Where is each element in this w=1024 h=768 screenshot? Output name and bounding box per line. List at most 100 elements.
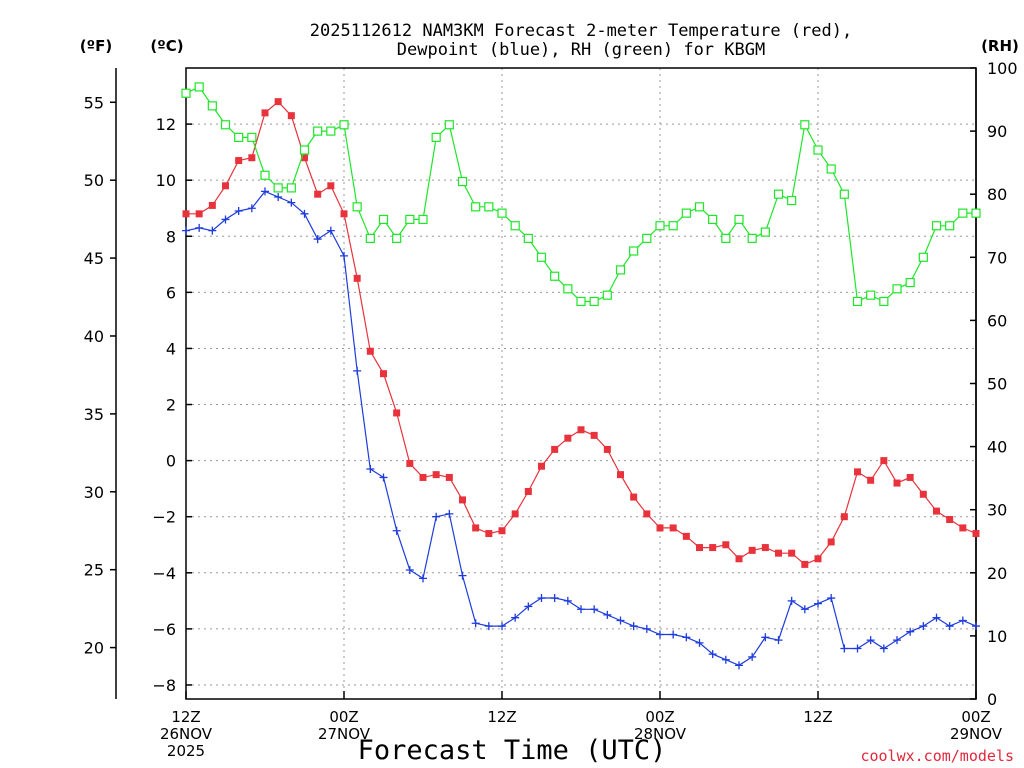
rh-point	[471, 202, 481, 212]
2-meter-temperature-point	[827, 538, 835, 546]
fahrenheit-tick-label: 30	[84, 483, 104, 502]
2-meter-temperature-point	[735, 555, 743, 563]
2-meter-temperature-point	[656, 524, 664, 532]
rh-tick-label: 40	[987, 438, 1007, 457]
fahrenheit-tick-label: 40	[84, 327, 104, 346]
rh-point	[378, 214, 389, 225]
celsius-tick-label: 12	[156, 115, 176, 134]
2-meter-temperature-line	[186, 100, 977, 566]
2-meter-temperature-point	[261, 109, 269, 117]
dewpoint-point	[234, 207, 243, 216]
dewpoint-point	[563, 596, 572, 605]
rh-point	[405, 214, 415, 225]
2-meter-temperature-point	[959, 524, 967, 532]
rh-point	[299, 145, 310, 155]
dewpoint-point	[419, 574, 427, 583]
grid-lines	[186, 68, 976, 699]
dewpoint-point	[866, 636, 875, 645]
rh-point	[181, 88, 191, 98]
dewpoint-point	[313, 235, 322, 244]
dewpoint-point	[827, 594, 836, 603]
dewpoint-point	[247, 204, 256, 213]
2-meter-temperature-point	[906, 473, 914, 481]
rh-tick-label: 10	[987, 627, 1007, 646]
2-meter-temperature-point	[761, 544, 769, 552]
rh-point	[800, 120, 810, 130]
2-meter-temperature-point	[327, 182, 335, 190]
rh-point	[668, 221, 678, 231]
celsius-tick-label: −8	[152, 676, 176, 695]
celsius-tick-label: −2	[152, 508, 176, 527]
dewpoint-point	[853, 644, 862, 653]
dewpoint-point	[445, 509, 454, 518]
rh-point	[576, 296, 586, 307]
x-tick-label: 00Z	[961, 708, 990, 726]
2-meter-temperature-point	[314, 190, 322, 198]
rh-point	[326, 126, 336, 136]
x-tick-label: 00Z	[645, 708, 674, 726]
rh-point	[615, 265, 626, 275]
2-meter-temperature-point	[617, 471, 624, 479]
2-meter-temperature-point	[485, 530, 493, 538]
2-meter-temperature-point	[577, 426, 585, 434]
dewpoint-point	[537, 594, 546, 603]
2-meter-temperature-point	[419, 473, 427, 481]
x-tick-label: 26NOV	[160, 725, 213, 743]
dewpoint-point	[682, 633, 691, 642]
dewpoint-point	[972, 622, 980, 631]
dewpoint-point	[182, 226, 190, 235]
2-meter-temperature-point	[524, 487, 532, 495]
2-meter-temperature-point	[709, 544, 717, 552]
dewpoint-point	[261, 187, 269, 196]
rh-point	[313, 126, 323, 136]
x-tick-label: 28NOV	[634, 725, 687, 743]
rh-point	[194, 82, 204, 92]
x-tick-label: 29NOV	[950, 725, 1003, 743]
2-meter-temperature-point	[867, 476, 875, 484]
2-meter-temperature-point	[393, 409, 401, 417]
dewpoint-point	[195, 223, 204, 232]
rh-point	[694, 202, 705, 212]
2-meter-temperature-point	[498, 527, 506, 535]
dewpoint-point	[432, 512, 441, 521]
rh-tick-label: 0	[987, 690, 997, 709]
celsius-unit-label: (ºC)	[150, 37, 183, 55]
rh-point	[220, 120, 231, 130]
dewpoint-point	[919, 622, 928, 631]
celsius-tick-label: 2	[166, 396, 176, 415]
dewpoint-point	[932, 613, 941, 622]
2-meter-temperature-point	[538, 462, 545, 470]
chart-title: 2025112612 NAM3KM Forecast 2-meter Tempe…	[310, 21, 852, 41]
2-meter-temperature-point	[274, 98, 282, 106]
dewpoint-point	[484, 622, 493, 631]
dewpoint-point	[524, 602, 533, 611]
dewpoint-point	[800, 605, 809, 614]
dewpoint-point	[326, 226, 335, 235]
fahrenheit-tick-label: 55	[84, 93, 104, 112]
dewpoint-point	[708, 650, 717, 659]
rh-point	[852, 296, 863, 307]
2-meter-temperature-point	[748, 546, 756, 554]
x-tick-label: 12Z	[803, 708, 832, 726]
rh-point	[905, 277, 915, 288]
dewpoint-point	[603, 610, 612, 619]
fahrenheit-unit-label: (ºF)	[80, 37, 112, 55]
rh-point	[721, 233, 731, 243]
rh-point	[444, 120, 454, 130]
rh-point	[787, 195, 797, 206]
dewpoint-point	[893, 636, 901, 645]
2-meter-temperature-point	[840, 513, 848, 521]
dewpoint-point	[787, 596, 796, 605]
rh-point	[642, 233, 652, 243]
rh-point	[655, 221, 665, 231]
dewpoint-point	[353, 366, 362, 375]
2-meter-temperature-point	[406, 459, 414, 467]
x-tick-label: 00Z	[329, 708, 358, 726]
celsius-tick-label: 6	[166, 283, 176, 302]
dewpoint-point	[761, 633, 770, 642]
rh-point	[431, 132, 441, 143]
rh-point	[945, 221, 955, 231]
dewpoint-point	[366, 465, 375, 474]
rh-point	[352, 202, 362, 212]
